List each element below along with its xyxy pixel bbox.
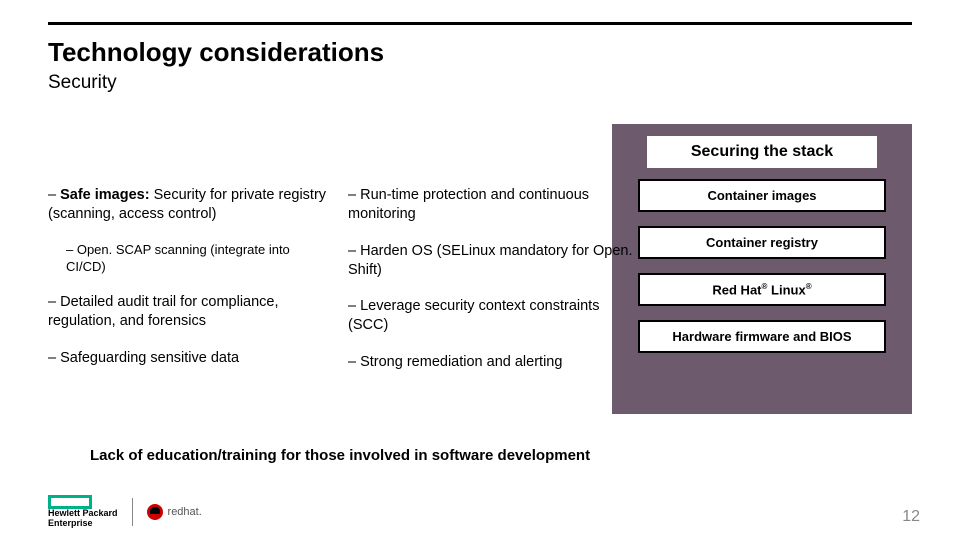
bullet-remediation-text: Strong remediation and alerting <box>360 354 562 370</box>
bullet-column-1: – Safe images: Security for private regi… <box>48 186 348 390</box>
bullet-runtime: – Run-time protection and continuous mon… <box>348 186 638 224</box>
bullet-safe-images: – Safe images: Security for private regi… <box>48 186 328 224</box>
bullet-openscap-text: Open. SCAP scanning (integrate into CI/C… <box>66 242 290 274</box>
hpe-mark-icon <box>48 495 92 509</box>
box-container-images: Container images <box>638 179 886 212</box>
bullet-safeguarding-text: Safeguarding sensitive data <box>60 350 239 366</box>
bullet-harden-os: – Harden OS (SELinux mandatory for Open.… <box>348 242 638 280</box>
box-redhat-linux: Red Hat® Linux® <box>638 273 886 306</box>
top-rule <box>48 22 912 25</box>
bullet-scc-text: Leverage security context constraints (S… <box>348 298 599 333</box>
bullet-safe-images-bold: Safe images: <box>60 187 149 203</box>
slide-subtitle: Security <box>48 72 912 94</box>
footnote: Lack of education/training for those inv… <box>90 447 590 464</box>
redhat-icon <box>147 504 163 520</box>
box-hardware-firmware: Hardware firmware and BIOS <box>638 320 886 353</box>
stack-boxes: Container images Container registry Red … <box>638 179 886 367</box>
bullet-runtime-text: Run-time protection and continuous monit… <box>348 187 589 222</box>
content-area: Securing the stack – Safe images: Securi… <box>48 124 912 390</box>
bullet-safeguarding: – Safeguarding sensitive data <box>48 349 328 368</box>
hpe-logo: Hewlett Packard Enterprise <box>48 495 132 528</box>
bullet-column-2: – Run-time protection and continuous mon… <box>348 186 648 390</box>
bullet-audit-trail-text: Detailed audit trail for compliance, reg… <box>48 294 279 329</box>
bullet-openscap: – Open. SCAP scanning (integrate into CI… <box>66 242 328 276</box>
box-container-registry: Container registry <box>638 226 886 259</box>
redhat-logo: redhat. <box>147 504 202 520</box>
bullet-audit-trail: – Detailed audit trail for compliance, r… <box>48 293 328 331</box>
bullet-scc: – Leverage security context constraints … <box>348 297 638 335</box>
redhat-text: redhat. <box>168 506 202 518</box>
bullet-remediation: – Strong remediation and alerting <box>348 353 638 372</box>
footer: Hewlett Packard Enterprise redhat. <box>48 495 912 528</box>
slide: { "title": "Technology considerations", … <box>0 0 960 540</box>
slide-title: Technology considerations <box>48 37 912 68</box>
footer-divider <box>132 498 133 526</box>
bullet-harden-os-text: Harden OS (SELinux mandatory for Open. S… <box>348 243 633 278</box>
hpe-text-2: Enterprise <box>48 519 118 528</box>
page-number: 12 <box>902 508 920 526</box>
